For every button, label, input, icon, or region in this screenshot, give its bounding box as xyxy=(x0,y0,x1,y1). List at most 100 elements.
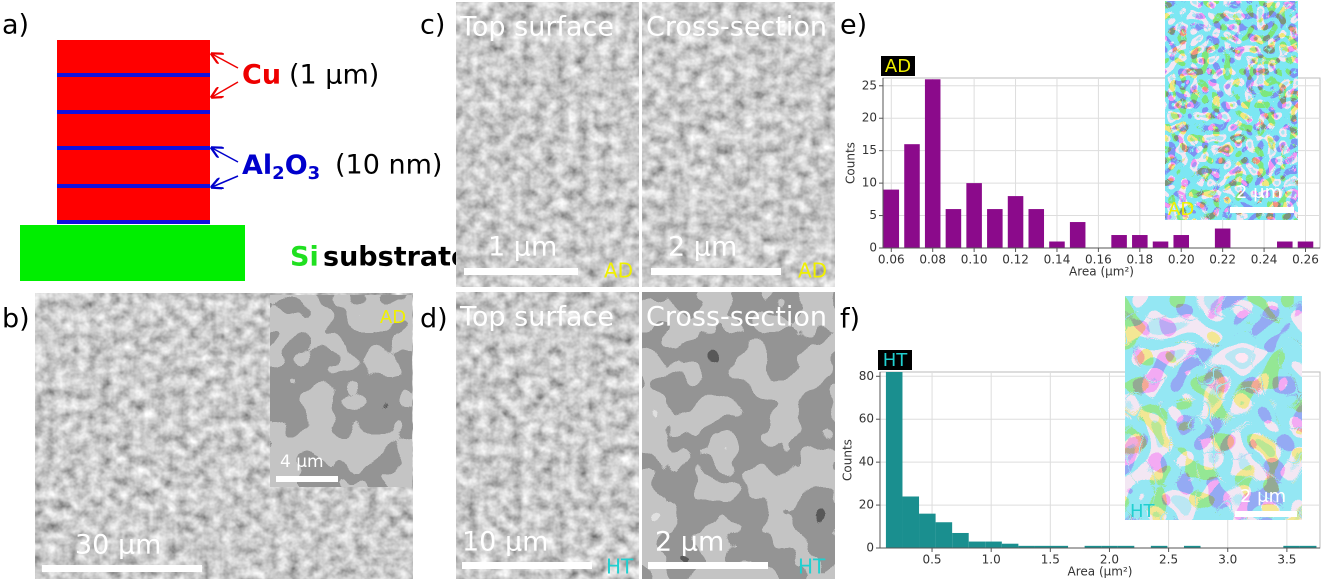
bar xyxy=(884,190,900,248)
scale-label: 2 μm xyxy=(1236,182,1282,203)
o-sub: 3 xyxy=(308,163,321,184)
si-label: Si xyxy=(290,242,319,273)
tag: HT xyxy=(606,555,634,579)
bar xyxy=(1215,229,1231,248)
scale-bar xyxy=(1235,511,1297,517)
bar xyxy=(966,183,982,248)
x-tick-label: 0.20 xyxy=(1168,253,1195,267)
x-tick-label: 1.0 xyxy=(982,553,1001,567)
arrow xyxy=(212,176,238,187)
y-tick-label: 10 xyxy=(862,176,877,190)
cu-thickness: (1 μm) xyxy=(289,60,379,91)
bar xyxy=(904,144,920,248)
bar xyxy=(1277,242,1293,248)
bar xyxy=(987,209,1003,248)
y-axis-label: Counts xyxy=(844,142,858,184)
scale-label: 2 μm xyxy=(655,527,724,558)
scale-bar xyxy=(42,565,202,572)
bar xyxy=(1111,235,1127,248)
scale-label: 4 μm xyxy=(280,452,324,472)
bar xyxy=(946,209,962,248)
scale-label: 10 μm xyxy=(462,527,548,558)
x-axis-label: Area (μm²) xyxy=(1069,265,1134,279)
scale-label: 2 μm xyxy=(668,232,737,263)
x-tick-label: 3.0 xyxy=(1218,553,1237,567)
scale-label: 2 μm xyxy=(1240,486,1286,507)
bar xyxy=(925,79,941,248)
histogram-bar xyxy=(919,514,936,548)
chart-tag: AD xyxy=(885,56,911,77)
x-tick-label: 3.5 xyxy=(1277,553,1296,567)
x-axis-label: Area (μm²) xyxy=(1068,565,1133,579)
panel-label: b) xyxy=(2,304,30,335)
al-sub: 2 xyxy=(272,163,285,184)
x-tick-label: 0.14 xyxy=(1044,253,1071,267)
bar xyxy=(1049,242,1065,248)
panel-label: a) xyxy=(2,10,29,41)
histogram-bar xyxy=(985,542,1002,548)
oxide-label: Al2O3 xyxy=(242,150,320,185)
bar xyxy=(1173,235,1189,248)
arrow xyxy=(212,82,238,97)
image-title: Cross-section xyxy=(646,302,827,333)
x-tick-label: 0.5 xyxy=(922,553,941,567)
si-substrate xyxy=(20,225,245,281)
x-tick-label: 0.08 xyxy=(919,253,946,267)
substrate-label: substrate xyxy=(323,242,469,273)
image-title: Cross-section xyxy=(646,12,827,43)
y-tick-label: 0 xyxy=(869,241,877,255)
y-axis-label: Counts xyxy=(841,439,855,481)
bar xyxy=(1070,222,1086,248)
o: O xyxy=(285,150,308,181)
scale-bar xyxy=(651,268,781,275)
x-tick-label: 0.22 xyxy=(1209,253,1236,267)
tag: AD xyxy=(604,259,633,283)
x-tick-label: 0.12 xyxy=(1002,253,1029,267)
x-tick-label: 0.06 xyxy=(878,253,905,267)
cu-stack xyxy=(57,40,210,224)
y-tick-label: 15 xyxy=(862,143,877,157)
scale-bar xyxy=(462,562,592,569)
scale-bar xyxy=(648,562,768,569)
x-tick-label: 0.24 xyxy=(1251,253,1278,267)
arrow xyxy=(212,148,238,162)
cu-label: Cu xyxy=(242,60,281,91)
al: Al xyxy=(242,150,272,181)
y-tick-label: 25 xyxy=(862,78,877,92)
histogram-bar xyxy=(886,372,903,548)
x-tick-label: 0.10 xyxy=(961,253,988,267)
y-tick-label: 20 xyxy=(859,498,874,512)
tag: AD xyxy=(798,259,827,283)
panel-label: e) xyxy=(840,10,867,41)
y-tick-label: 40 xyxy=(859,455,874,469)
y-tick-label: 20 xyxy=(862,111,877,125)
y-tick-label: 80 xyxy=(859,369,874,383)
panel-label: d) xyxy=(420,304,448,335)
image-title: Top surface xyxy=(459,12,614,43)
x-tick-label: 0.26 xyxy=(1292,253,1319,267)
chart-tag: HT xyxy=(883,350,909,371)
bar xyxy=(1028,209,1044,248)
page: { "panels": { "a": {"label": "a)", "cu":… xyxy=(0,0,1344,579)
bar xyxy=(1008,196,1024,248)
histogram-bar xyxy=(902,496,919,548)
bar xyxy=(1298,242,1314,248)
figure: a) Cu (1 μm) Al2O3 (10 nm) Si substrate … xyxy=(0,0,1344,579)
tag: HT xyxy=(1130,501,1156,522)
scale-bar xyxy=(464,268,578,275)
histogram-bar xyxy=(952,533,969,548)
panel-label: f) xyxy=(840,304,860,335)
tag: AD xyxy=(380,307,406,328)
image-title: Top surface xyxy=(459,302,614,333)
scale-bar xyxy=(276,476,338,482)
tag: HT xyxy=(798,555,826,579)
bar xyxy=(1132,235,1148,248)
scale-label: 1 μm xyxy=(488,232,557,263)
y-tick-label: 0 xyxy=(866,541,874,555)
histogram-bar xyxy=(969,542,986,548)
y-tick-label: 5 xyxy=(869,208,877,222)
scale-label: 30 μm xyxy=(75,530,161,561)
bar xyxy=(1153,242,1169,248)
scale-bar xyxy=(1230,207,1294,213)
y-tick-label: 60 xyxy=(859,412,874,426)
